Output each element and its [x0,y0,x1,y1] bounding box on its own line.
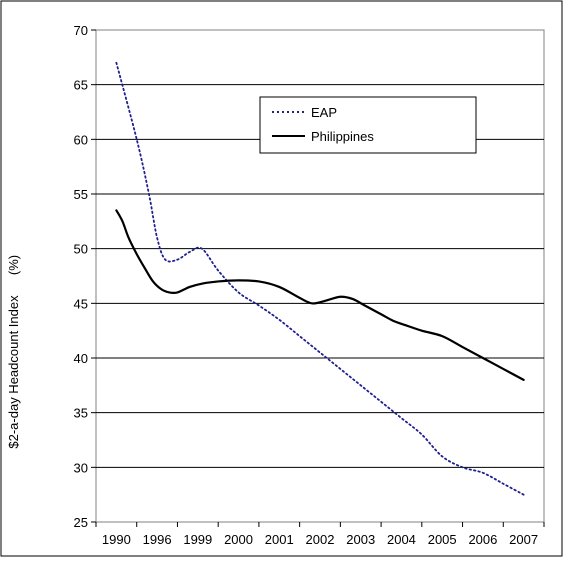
y-tick-label: 45 [74,296,88,311]
y-axis-label: $2-a-day Headcount Index [6,295,21,449]
x-tick-label: 1999 [183,532,212,547]
x-tick-label: 2003 [346,532,375,547]
y-tick-label: 30 [74,460,88,475]
gridlines [96,84,544,468]
y-tick-label: 35 [74,406,88,421]
series-line-philippines [115,209,525,381]
y-axis-ticks: 25 30 35 40 45 50 55 60 65 70 [74,23,96,530]
y-tick-label: 25 [74,515,88,530]
legend: EAP Philippines [259,96,477,154]
x-tick-label: 2002 [306,532,335,547]
y-tick-label: 55 [74,187,88,202]
x-axis-ticks: 1990 1996 1999 2000 2001 2002 2003 2004 2005 2006… [95,522,545,547]
x-tick-label: 2000 [224,532,253,547]
legend-label-philippines: Philippines [311,129,374,144]
series-layer [115,61,525,496]
x-tick-label: 2006 [468,532,497,547]
x-tick-label: 1990 [102,532,131,547]
legend-label-eap: EAP [311,105,337,120]
x-tick-label: 1996 [143,532,172,547]
x-tick-label: 2007 [509,532,538,547]
legend-box [259,96,477,154]
y-tick-label: 60 [74,132,88,147]
y-tick-label: 65 [74,78,88,93]
y-axis-unit: (%) [6,255,21,275]
y-tick-label: 50 [74,242,88,257]
x-tick-label: 2001 [265,532,294,547]
y-tick-label: 40 [74,351,88,366]
x-tick-label: 2005 [428,532,457,547]
x-tick-label: 2004 [387,532,416,547]
series-line-eap [115,61,525,496]
y-tick-label: 70 [74,23,88,38]
